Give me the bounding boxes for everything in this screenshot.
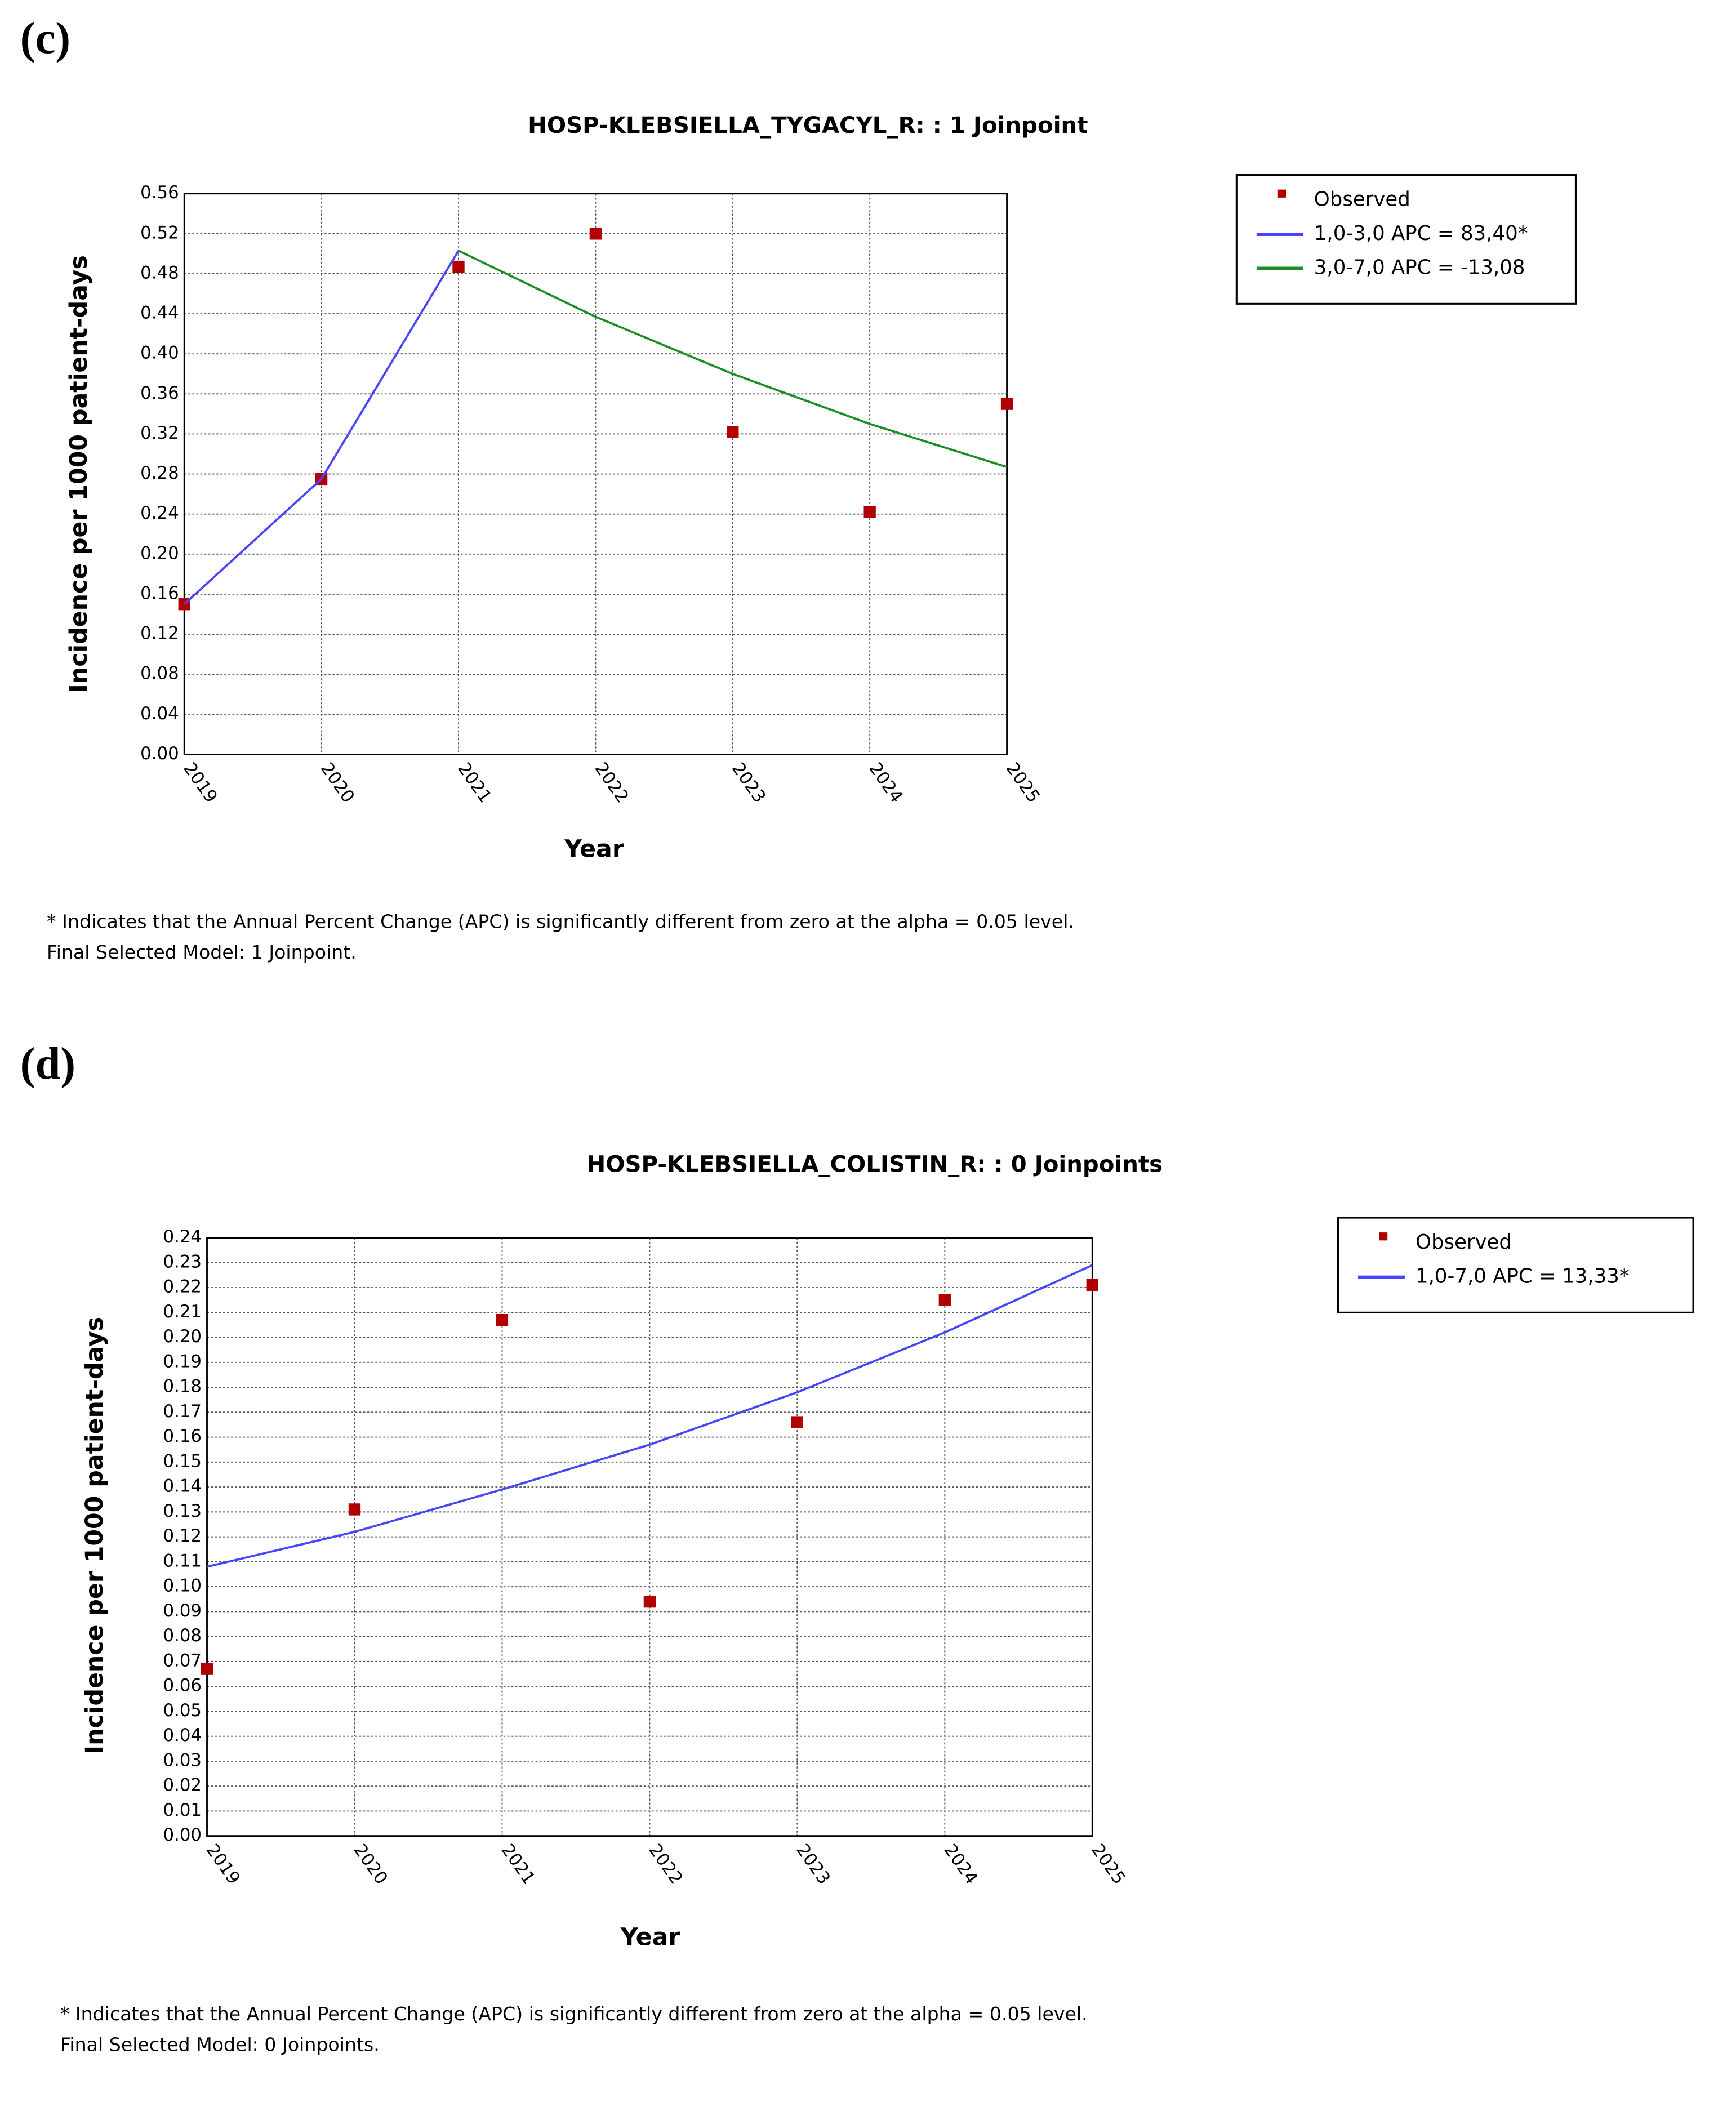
y-tick-label: 0.52 [140,222,179,243]
observed-point [1000,398,1013,410]
y-tick-label: 0.12 [163,1526,202,1546]
x-tick-label: 2025 [1087,1840,1129,1888]
x-tick-label: 2025 [1002,759,1044,807]
fit-line [207,1264,1093,1568]
x-tick-label: 2021 [497,1840,539,1888]
y-tick-label: 0.18 [163,1377,202,1397]
y-tick-label: 0.24 [163,1227,202,1247]
x-axis-label: Year [564,835,624,863]
x-axis-label: Year [620,1923,680,1952]
y-tick-label: 0.00 [140,743,179,764]
y-axis-label: Incidence per 1000 patient-days [65,255,93,693]
observed-point [348,1503,361,1516]
y-axis-label: Incidence per 1000 patient-days [81,1317,109,1754]
observed-point [589,228,602,240]
y-tick-label: 0.12 [140,623,179,644]
observed-point [201,1663,213,1675]
y-tick-label: 0.15 [163,1451,202,1471]
legend-entry: 1,0-3,0 APC = 83,40* [1314,222,1528,245]
y-tick-label: 0.00 [163,1825,202,1845]
fit-line [458,250,1008,468]
y-tick-label: 0.20 [140,543,179,563]
y-tick-label: 0.03 [163,1750,202,1770]
plot-frame [206,1237,1093,1837]
y-tick-label: 0.16 [163,1426,202,1446]
y-tick-label: 0.04 [140,703,179,724]
y-tick-label: 0.14 [163,1476,202,1497]
y-tick-label: 0.17 [163,1401,202,1422]
observed-point [938,1294,951,1306]
x-tick-label: 2020 [350,1840,391,1888]
x-tick-label: 2019 [179,759,221,807]
observed-point [452,260,465,273]
x-tick-label: 2022 [591,759,633,807]
x-tick-label: 2023 [793,1840,834,1888]
observed-point [791,1416,804,1428]
y-tick-label: 0.11 [163,1551,202,1571]
chart-title: HOSP-KLEBSIELLA_TYGACYL_R: : 1 Joinpoint [528,112,1088,139]
y-tick-label: 0.06 [163,1676,202,1696]
x-tick-label: 2024 [940,1840,982,1888]
y-tick-label: 0.40 [140,343,179,363]
legend-entry: Observed [1415,1231,1512,1254]
y-tick-label: 0.09 [163,1601,202,1621]
y-tick-label: 0.22 [163,1277,202,1297]
y-tick-label: 0.02 [163,1775,202,1796]
legend-marker [1379,1232,1388,1241]
y-tick-label: 0.28 [140,463,179,483]
y-tick-label: 0.01 [163,1800,202,1820]
legend-marker [1277,189,1287,198]
y-tick-label: 0.20 [163,1326,202,1347]
y-tick-label: 0.48 [140,262,179,283]
footnote: Final Selected Model: 1 Joinpoint. [47,941,357,963]
footnote: * Indicates that the Annual Percent Chan… [60,2003,1088,2025]
y-tick-label: 0.44 [140,303,179,323]
observed-point [496,1313,509,1326]
legend-entry: 3,0-7,0 APC = -13,08 [1314,256,1525,279]
y-tick-label: 0.24 [140,503,179,523]
panel-label: (c) [20,13,70,63]
y-tick-label: 0.36 [140,383,179,403]
legend-entry: 1,0-7,0 APC = 13,33* [1415,1265,1630,1288]
y-tick-label: 0.08 [140,663,179,684]
observed-point [727,426,739,438]
legend-box [1337,1217,1694,1313]
y-tick-label: 0.10 [163,1576,202,1596]
panel-label: (d) [20,1039,76,1089]
y-tick-label: 0.56 [140,182,179,203]
plot-frame [183,193,1008,755]
x-tick-label: 2022 [645,1840,687,1888]
chart-title: HOSP-KLEBSIELLA_COLISTIN_R: : 0 Joinpoin… [587,1151,1163,1178]
y-tick-label: 0.21 [163,1302,202,1322]
y-tick-label: 0.08 [163,1625,202,1646]
footnote: * Indicates that the Annual Percent Chan… [47,911,1074,933]
fit-line [183,250,460,605]
x-tick-label: 2021 [453,759,495,807]
observed-point [643,1596,656,1608]
legend-box [1235,174,1577,305]
y-tick-label: 0.05 [163,1700,202,1721]
legend-entry: Observed [1314,188,1410,211]
x-tick-label: 2019 [202,1840,244,1888]
footnote: Final Selected Model: 0 Joinpoints. [60,2033,380,2055]
y-tick-label: 0.23 [163,1252,202,1272]
y-tick-label: 0.32 [140,423,179,443]
y-tick-label: 0.07 [163,1650,202,1671]
y-tick-label: 0.04 [163,1725,202,1745]
observed-point [1086,1279,1098,1291]
x-tick-label: 2023 [728,759,769,807]
observed-point [863,506,876,518]
y-tick-label: 0.16 [140,583,179,603]
y-tick-label: 0.19 [163,1351,202,1371]
y-tick-label: 0.13 [163,1501,202,1521]
x-tick-label: 2020 [317,759,358,807]
x-tick-label: 2024 [865,759,906,807]
